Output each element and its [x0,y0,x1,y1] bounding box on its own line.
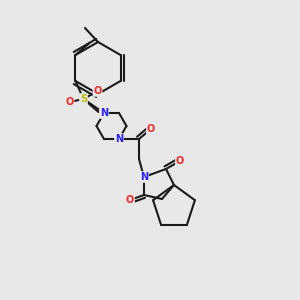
Text: N: N [115,134,123,144]
Text: O: O [176,156,184,166]
Text: O: O [93,86,102,96]
Text: O: O [126,195,134,205]
Text: O: O [147,124,155,134]
Text: N: N [100,108,108,118]
Text: S: S [80,94,87,104]
Text: N: N [140,172,148,182]
Text: O: O [65,97,74,107]
